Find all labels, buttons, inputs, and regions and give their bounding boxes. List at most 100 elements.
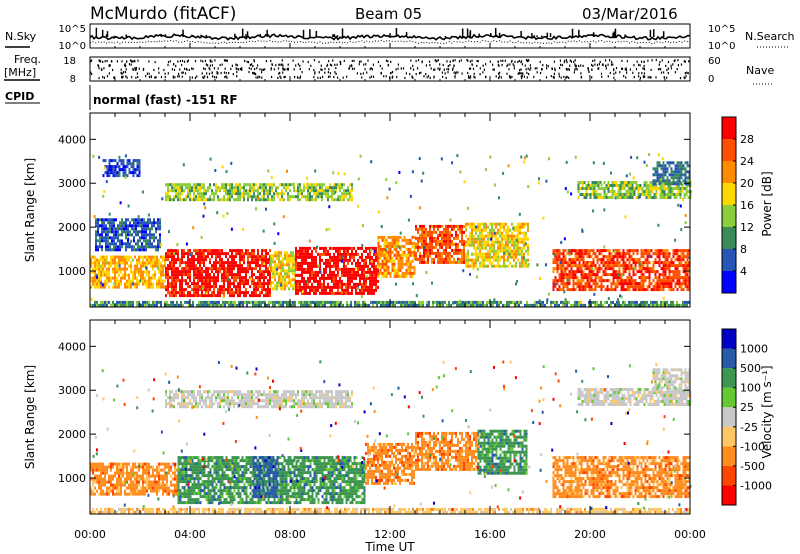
heatmap-cell [361,276,363,280]
heatmap-cell [173,255,175,259]
heatmap-cell [247,264,249,268]
heatmap-cell [251,195,253,199]
heatmap-cell [587,184,590,187]
heatmap-cell [101,224,103,228]
heatmap-cell [403,244,406,248]
freq-mark [483,68,485,71]
heatmap-cell [106,282,108,286]
heatmap-cell [471,228,473,232]
heatmap-cell [656,270,659,274]
heatmap-cell [622,282,625,286]
heatmap-cell [305,252,307,256]
heatmap-cell [197,273,199,277]
heatmap-cell [409,271,412,275]
heatmap-cell [443,251,445,255]
heatmap-cell [363,261,365,265]
heatmap-cell [205,285,207,289]
heatmap-cell [664,255,667,259]
heatmap-cell [221,186,223,190]
heatmap-cell [447,233,449,237]
heatmap-cell [107,233,109,237]
heatmap-cell [610,264,613,268]
heatmap-cell [614,285,617,289]
heatmap-cell [120,258,122,262]
heatmap-cell [237,195,239,199]
freq-mark [213,67,215,70]
heatmap-cell [469,258,471,262]
heatmap-cell [211,264,213,268]
freq-mark [191,67,193,70]
heatmap-cell [189,294,191,298]
heatmap-cell [507,243,509,247]
heatmap-cell [295,246,297,250]
heatmap-cell [193,291,195,295]
freq-mark [122,75,124,78]
heatmap-cell [315,276,317,280]
freq-mark [385,75,387,78]
heatmap-cell [604,264,607,268]
heatmap-cell [650,270,653,274]
heatmap-cell [666,255,669,259]
heatmap-cell [167,183,169,187]
heatmap-cell [628,270,631,274]
heatmap-cell [281,192,283,196]
heatmap-cell [351,270,353,274]
freq-mark [381,67,383,70]
heatmap-cell [333,270,335,274]
heatmap-cell [141,242,143,246]
freq-mark [208,67,210,70]
heatmap-cell [471,234,473,238]
heatmap-cell [205,294,207,298]
heatmap-cell [331,189,333,193]
heatmap-cell [377,285,379,289]
heatmap-cell [622,288,625,292]
heatmap-cell [267,267,269,271]
heatmap-cell [646,258,649,262]
heatmap-cell [511,222,513,226]
heatmap-cell [309,255,311,259]
heatmap-cell [305,291,307,295]
heatmap-cell [169,291,171,295]
freq-mark [148,60,150,63]
heatmap-cell [493,252,495,256]
heatmap-cell [562,276,565,280]
heatmap-cell [616,285,619,289]
heatmap-cell [554,249,557,253]
heatmap-cell [627,181,630,184]
heatmap-cell [305,279,307,283]
heatmap-cell [325,192,327,196]
heatmap-cell [309,276,311,280]
freq-mark [578,64,580,68]
heatmap-cell [276,272,278,276]
freq-mark [329,75,331,78]
freq-mark [575,64,577,68]
heatmap-cell [421,257,423,261]
heatmap-cell [171,285,173,289]
freq-mark [366,71,368,74]
heatmap-cell [315,285,317,289]
heatmap-cell [435,251,437,255]
heatmap-cell [351,189,353,193]
heatmap-cell [152,282,154,286]
heatmap-cell [383,241,386,245]
heatmap-cell [187,267,189,271]
heatmap-cell [381,274,384,278]
freq-mark [660,68,662,71]
nsky-tick-top: 10^5 [59,24,86,35]
heatmap-cell [588,252,591,256]
freq-mark [632,71,634,74]
heatmap-cell [493,258,495,262]
heatmap-cell [290,284,292,288]
heatmap-cell [217,294,219,298]
heatmap-cell [421,242,423,246]
freq-mark [677,64,679,67]
heatmap-cell [580,258,583,262]
nave-tick-bottom: 0 [708,74,714,85]
heatmap-cell [558,279,561,283]
heatmap-cell [201,186,203,190]
heatmap-cell [431,233,433,237]
heatmap-cell [658,285,661,289]
freq-mark [327,75,330,78]
heatmap-cell [261,258,263,262]
heatmap-cell [674,282,677,286]
